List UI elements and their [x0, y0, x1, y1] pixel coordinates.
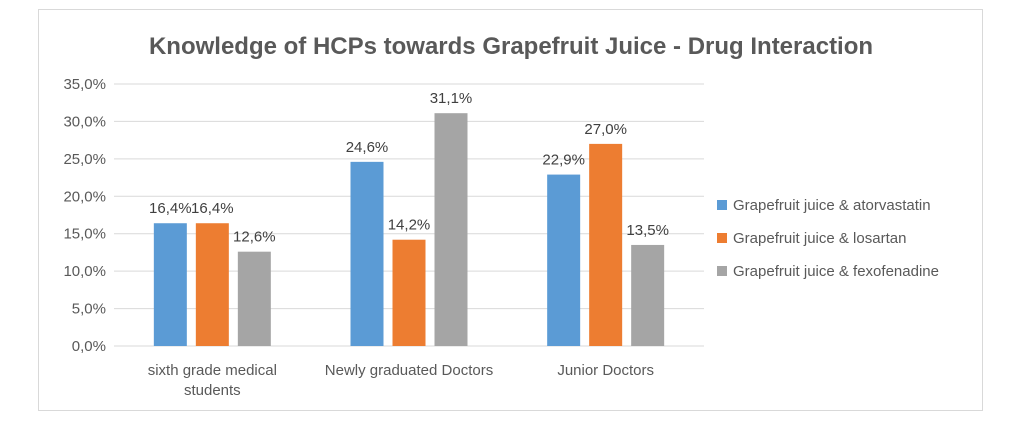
data-label: 16,4% — [191, 200, 234, 217]
chart-frame: Knowledge of HCPs towards Grapefruit Jui… — [38, 9, 983, 411]
data-label: 12,6% — [233, 229, 276, 246]
category-label: sixth grade medical — [148, 362, 277, 379]
y-tick-label: 10,0% — [63, 263, 106, 280]
bars — [153, 113, 665, 347]
legend-swatch — [717, 233, 727, 243]
y-tick-label: 35,0% — [63, 76, 106, 93]
bar — [350, 161, 384, 346]
y-tick-label: 0,0% — [72, 338, 106, 355]
category-label: Newly graduated Doctors — [325, 362, 493, 379]
data-label: 16,4% — [149, 200, 192, 217]
y-axis-ticks: 0,0% 5,0% 10,0% 15,0% 20,0% 25,0% 30,0% 35,0% — [63, 76, 106, 355]
data-label: 14,2% — [388, 217, 431, 234]
chart-title: Knowledge of HCPs towards Grapefruit Jui… — [149, 33, 873, 60]
y-tick-label: 20,0% — [63, 188, 106, 205]
bar-chart: Knowledge of HCPs towards Grapefruit Jui… — [63, 33, 939, 399]
data-label: 22,9% — [542, 152, 585, 169]
bar — [153, 223, 187, 346]
y-tick-label: 5,0% — [72, 301, 106, 318]
bar — [631, 244, 665, 346]
category-label: Junior Doctors — [557, 362, 654, 379]
data-label: 24,6% — [346, 139, 389, 156]
legend-label: Grapefruit juice & atorvastatin — [733, 197, 931, 214]
bar — [195, 223, 229, 346]
legend-label: Grapefruit juice & fexofenadine — [733, 263, 939, 280]
y-tick-label: 30,0% — [63, 113, 106, 130]
category-label: students — [184, 382, 241, 399]
legend-label: Grapefruit juice & losartan — [733, 230, 906, 247]
legend-swatch — [717, 200, 727, 210]
bar — [392, 239, 426, 346]
y-tick-label: 25,0% — [63, 151, 106, 168]
legend-swatch — [717, 266, 727, 276]
data-label: 31,1% — [430, 90, 473, 107]
bar — [589, 143, 623, 346]
data-label: 27,0% — [584, 121, 627, 138]
legend: Grapefruit juice & atorvastatin Grapefrui… — [717, 197, 939, 280]
y-tick-label: 15,0% — [63, 226, 106, 243]
bar — [434, 113, 468, 347]
data-label: 13,5% — [626, 222, 669, 239]
data-labels: 16,4% 24,6% 22,9% 16,4% 14,2% 27,0% 12,6% 31,1%… — [149, 90, 669, 245]
bar — [237, 251, 271, 346]
bar — [547, 174, 581, 346]
x-axis-categories: sixth grade medical students Newly graduat… — [148, 362, 654, 399]
